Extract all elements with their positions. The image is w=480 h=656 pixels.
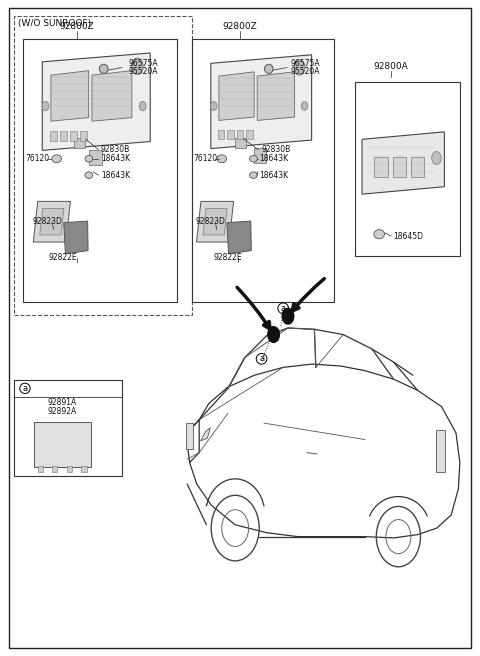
Text: 92830B: 92830B [101, 145, 130, 154]
Text: 92822E: 92822E [214, 253, 242, 262]
Text: 76120: 76120 [25, 154, 49, 163]
Circle shape [282, 308, 294, 324]
Ellipse shape [85, 172, 93, 178]
Text: 92891A: 92891A [48, 398, 77, 407]
Bar [254, 148, 266, 163]
Ellipse shape [250, 172, 257, 178]
Circle shape [301, 102, 308, 110]
Bar [34, 422, 91, 467]
Bar [246, 130, 252, 139]
Text: 96575A: 96575A [290, 59, 320, 68]
Bar [355, 82, 460, 256]
Polygon shape [219, 72, 254, 121]
Polygon shape [92, 71, 132, 121]
Polygon shape [51, 71, 89, 121]
Polygon shape [64, 221, 88, 254]
Bar [80, 131, 87, 140]
Circle shape [268, 327, 279, 342]
Ellipse shape [217, 155, 227, 163]
Bar [74, 138, 85, 148]
Circle shape [294, 60, 305, 75]
Text: 92830B: 92830B [262, 145, 291, 154]
Text: a: a [23, 384, 27, 393]
Polygon shape [40, 209, 64, 235]
Bar [50, 131, 57, 140]
Bar [218, 130, 225, 139]
Bar [228, 130, 234, 139]
Text: 76120: 76120 [193, 154, 217, 163]
Ellipse shape [85, 155, 93, 162]
Bar [37, 466, 43, 472]
Text: 95520A: 95520A [129, 67, 158, 76]
Polygon shape [362, 132, 444, 194]
Bar [14, 380, 122, 476]
Text: 92800Z: 92800Z [60, 22, 94, 31]
Bar [393, 157, 406, 177]
Text: 18643K: 18643K [101, 154, 130, 163]
Text: 92800A: 92800A [374, 62, 408, 71]
Text: 92823D: 92823D [33, 217, 62, 226]
Polygon shape [211, 55, 312, 148]
Bar [67, 466, 72, 472]
Bar [186, 423, 193, 449]
Text: 18645D: 18645D [394, 232, 423, 241]
Bar [23, 39, 177, 302]
Polygon shape [257, 72, 295, 121]
Circle shape [211, 102, 217, 110]
Text: a: a [281, 304, 286, 313]
Bar [52, 466, 58, 472]
Polygon shape [33, 201, 71, 242]
Circle shape [139, 102, 146, 111]
Text: a: a [259, 354, 264, 363]
Bar [237, 130, 243, 139]
Ellipse shape [52, 155, 61, 163]
Bar [14, 16, 192, 315]
Polygon shape [203, 209, 227, 235]
Text: 92800Z: 92800Z [223, 22, 257, 31]
Polygon shape [201, 428, 210, 441]
Bar [235, 138, 246, 148]
Circle shape [42, 102, 49, 111]
Text: 92892A: 92892A [48, 407, 77, 416]
Text: 96575A: 96575A [129, 59, 158, 68]
Circle shape [132, 58, 143, 74]
Text: 95520A: 95520A [290, 67, 320, 76]
Bar [374, 157, 388, 177]
Polygon shape [196, 201, 234, 242]
Bar [436, 430, 445, 472]
Text: 92823D: 92823D [196, 217, 226, 226]
Text: 18643K: 18643K [259, 154, 288, 163]
Bar [411, 157, 424, 177]
Text: 18643K: 18643K [101, 171, 130, 180]
Text: 18643K: 18643K [259, 171, 288, 180]
Bar [89, 150, 102, 165]
Ellipse shape [250, 155, 257, 162]
Polygon shape [227, 221, 252, 254]
Circle shape [432, 152, 441, 165]
Text: 92822E: 92822E [48, 253, 77, 262]
Text: (W/O SUNROOF): (W/O SUNROOF) [18, 18, 91, 28]
Bar [70, 131, 77, 140]
Ellipse shape [264, 64, 273, 73]
Bar [192, 39, 334, 302]
Ellipse shape [374, 230, 384, 239]
Bar [60, 131, 67, 140]
Polygon shape [42, 53, 150, 150]
Bar [82, 466, 86, 472]
Ellipse shape [99, 64, 108, 73]
